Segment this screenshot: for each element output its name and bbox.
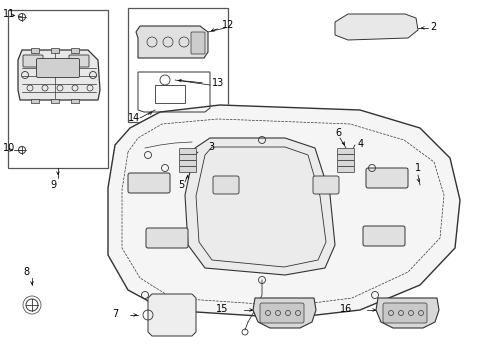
- Polygon shape: [136, 26, 208, 58]
- Polygon shape: [376, 298, 439, 328]
- Polygon shape: [108, 105, 460, 318]
- Text: 13: 13: [212, 78, 224, 88]
- FancyBboxPatch shape: [338, 154, 354, 161]
- Text: 8: 8: [23, 267, 29, 277]
- Text: 11: 11: [3, 9, 15, 19]
- Bar: [51, 99, 59, 103]
- FancyBboxPatch shape: [36, 58, 79, 77]
- Polygon shape: [335, 14, 418, 40]
- FancyBboxPatch shape: [383, 303, 427, 323]
- FancyBboxPatch shape: [179, 166, 196, 172]
- Bar: [155, 85, 185, 103]
- FancyBboxPatch shape: [146, 228, 188, 248]
- FancyBboxPatch shape: [23, 55, 43, 67]
- FancyBboxPatch shape: [338, 166, 354, 172]
- Polygon shape: [253, 298, 316, 328]
- FancyBboxPatch shape: [338, 148, 354, 154]
- FancyBboxPatch shape: [191, 32, 205, 54]
- FancyBboxPatch shape: [213, 176, 239, 194]
- Text: 14: 14: [128, 113, 140, 123]
- Bar: [71, 48, 79, 53]
- FancyBboxPatch shape: [179, 161, 196, 166]
- Text: 12: 12: [222, 20, 234, 30]
- Text: 9: 9: [50, 180, 56, 190]
- Text: 7: 7: [112, 309, 118, 319]
- FancyBboxPatch shape: [363, 226, 405, 246]
- Bar: [71, 99, 79, 103]
- Text: 15: 15: [216, 304, 228, 314]
- Bar: [51, 48, 59, 53]
- Text: 1: 1: [415, 163, 421, 173]
- FancyBboxPatch shape: [338, 161, 354, 166]
- Text: 10: 10: [3, 143, 15, 153]
- Text: 4: 4: [358, 139, 364, 149]
- Text: 3: 3: [208, 142, 214, 152]
- Text: 16: 16: [340, 304, 352, 314]
- Bar: [31, 48, 39, 53]
- FancyBboxPatch shape: [179, 154, 196, 161]
- FancyBboxPatch shape: [128, 173, 170, 193]
- Bar: [8, 10, 108, 168]
- Polygon shape: [148, 294, 196, 336]
- FancyBboxPatch shape: [366, 168, 408, 188]
- FancyBboxPatch shape: [69, 55, 89, 67]
- Bar: [31, 99, 39, 103]
- Polygon shape: [18, 50, 100, 100]
- Polygon shape: [185, 138, 335, 275]
- FancyBboxPatch shape: [179, 148, 196, 154]
- Text: 5: 5: [178, 180, 184, 190]
- Bar: [128, 8, 228, 122]
- FancyBboxPatch shape: [313, 176, 339, 194]
- Text: 6: 6: [335, 128, 341, 138]
- FancyBboxPatch shape: [260, 303, 304, 323]
- Text: 2: 2: [430, 22, 436, 32]
